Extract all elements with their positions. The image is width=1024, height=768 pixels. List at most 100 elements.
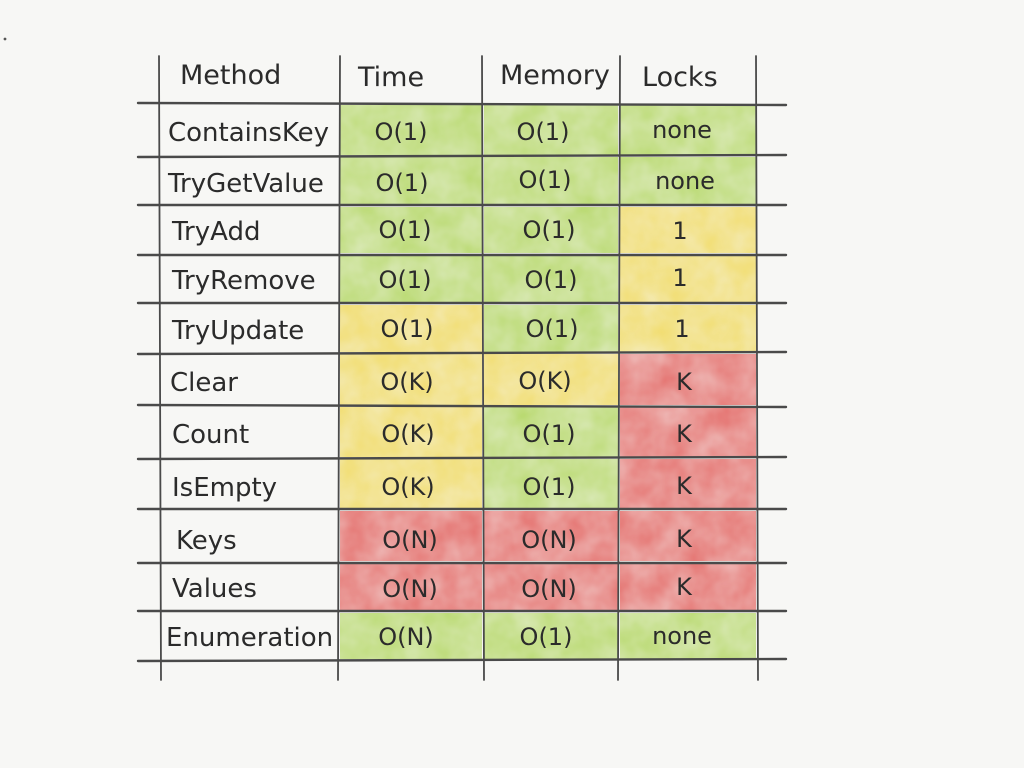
time-cell: O(1) bbox=[379, 216, 432, 244]
memory-cell: O(1) bbox=[526, 315, 579, 343]
header-memory: Memory bbox=[500, 60, 610, 91]
locks-cell: none bbox=[652, 116, 712, 144]
memory-cell: O(1) bbox=[523, 420, 576, 448]
memory-cell-fill-green bbox=[484, 207, 618, 253]
locks-cell: 1 bbox=[672, 217, 687, 245]
locks-cell: none bbox=[655, 167, 715, 195]
locks-cell-fill-yellow bbox=[620, 305, 756, 352]
method-cell: Keys bbox=[176, 526, 237, 556]
locks-cell-fill-red bbox=[620, 354, 756, 405]
column-divider bbox=[755, 55, 759, 681]
memory-cell-fill-green bbox=[484, 613, 618, 659]
row-divider bbox=[136, 101, 788, 107]
table-row: Enumeration O(N) O(1) none bbox=[166, 622, 712, 653]
table-row: TryUpdate O(1) O(1) 1 bbox=[171, 315, 690, 346]
row-divider bbox=[136, 455, 788, 461]
table-row: Keys O(N) O(N) K bbox=[176, 525, 693, 556]
memory-cell: O(1) bbox=[523, 216, 576, 244]
column-divider bbox=[337, 55, 341, 681]
locks-cell-fill-green bbox=[620, 157, 756, 205]
time-cell-fill-green bbox=[340, 105, 482, 155]
method-cell: Values bbox=[172, 574, 257, 604]
memory-cell-fill-green bbox=[484, 157, 618, 205]
memory-cell-fill-green bbox=[484, 459, 618, 509]
method-cell: TryRemove bbox=[171, 266, 316, 296]
table-row: Count O(K) O(1) K bbox=[172, 420, 693, 450]
locks-cell-fill-red bbox=[620, 407, 756, 457]
time-cell: O(1) bbox=[375, 118, 428, 146]
stray-dot bbox=[3, 37, 7, 41]
memory-cell: O(N) bbox=[521, 575, 577, 603]
time-cell-fill-green bbox=[340, 255, 482, 303]
table-row: Values O(N) O(N) K bbox=[172, 573, 693, 604]
row-divider bbox=[136, 403, 788, 409]
method-cell: Clear bbox=[170, 368, 238, 398]
locks-cell-fill-yellow bbox=[620, 207, 756, 253]
memory-cell-fill-red bbox=[484, 511, 618, 561]
method-cell: TryUpdate bbox=[171, 316, 304, 346]
locks-cell-fill-red bbox=[620, 459, 756, 509]
locks-cell-fill-red bbox=[620, 511, 756, 561]
time-cell: O(N) bbox=[378, 623, 434, 651]
method-cell: ContainsKey bbox=[168, 118, 329, 148]
header-method: Method bbox=[180, 60, 281, 91]
table-grid-lines bbox=[136, 55, 788, 681]
time-cell: O(K) bbox=[381, 420, 434, 448]
locks-cell-fill-yellow bbox=[620, 255, 756, 303]
header-row: Method Time Memory Locks bbox=[180, 60, 718, 93]
memory-cell: O(1) bbox=[523, 473, 576, 501]
memory-cell-fill-yellow bbox=[484, 354, 618, 405]
cell-color-fills bbox=[340, 105, 756, 659]
locks-cell-fill-green bbox=[620, 105, 756, 155]
locks-cell: 1 bbox=[672, 264, 687, 292]
time-cell: O(1) bbox=[379, 266, 432, 294]
locks-cell: K bbox=[676, 368, 693, 396]
header-locks: Locks bbox=[642, 62, 718, 93]
time-cell-fill-red bbox=[340, 563, 482, 611]
time-cell-fill-green bbox=[340, 157, 482, 205]
memory-cell-fill-green bbox=[484, 305, 618, 352]
time-cell: O(K) bbox=[380, 368, 433, 396]
memory-cell: O(1) bbox=[517, 118, 570, 146]
table-row: ContainsKey O(1) O(1) none bbox=[168, 116, 712, 148]
column-divider bbox=[158, 55, 162, 681]
memory-cell-fill-green bbox=[484, 105, 618, 155]
memory-cell: O(1) bbox=[519, 166, 572, 194]
method-cell: TryGetValue bbox=[167, 169, 324, 199]
locks-cell-fill-red bbox=[620, 563, 756, 611]
memory-cell-fill-green bbox=[484, 407, 618, 457]
locks-cell: K bbox=[676, 525, 693, 553]
time-cell: O(1) bbox=[381, 315, 434, 343]
method-cell: Count bbox=[172, 420, 249, 450]
memory-cell: O(1) bbox=[520, 623, 573, 651]
table-row: TryRemove O(1) O(1) 1 bbox=[171, 264, 688, 296]
memory-cell-fill-red bbox=[484, 563, 618, 611]
row-divider bbox=[136, 657, 788, 663]
table-row: IsEmpty O(K) O(1) K bbox=[172, 472, 693, 503]
row-divider bbox=[136, 350, 788, 356]
time-cell-fill-green bbox=[340, 613, 482, 659]
locks-cell: K bbox=[676, 472, 693, 500]
memory-cell: O(1) bbox=[525, 266, 578, 294]
row-divider bbox=[136, 153, 788, 159]
time-cell-fill-yellow bbox=[340, 354, 482, 405]
memory-cell-fill-green bbox=[484, 255, 618, 303]
time-cell-fill-green bbox=[340, 207, 482, 253]
header-time: Time bbox=[357, 62, 424, 93]
locks-cell-fill-green bbox=[620, 613, 756, 659]
table-row: Clear O(K) O(K) K bbox=[170, 367, 693, 398]
method-cell: TryAdd bbox=[171, 217, 260, 247]
memory-cell: O(K) bbox=[518, 367, 571, 395]
locks-cell: K bbox=[676, 420, 693, 448]
table-body: ContainsKey O(1) O(1) none TryGetValue O… bbox=[166, 116, 715, 653]
memory-cell: O(N) bbox=[521, 526, 577, 554]
locks-cell: K bbox=[676, 573, 693, 601]
locks-cell: none bbox=[652, 622, 712, 650]
time-cell-fill-yellow bbox=[340, 305, 482, 352]
time-cell: O(N) bbox=[382, 526, 438, 554]
time-cell-fill-yellow bbox=[340, 407, 482, 457]
method-cell: Enumeration bbox=[166, 623, 333, 653]
time-cell-fill-red bbox=[340, 511, 482, 561]
time-cell: O(1) bbox=[376, 169, 429, 197]
